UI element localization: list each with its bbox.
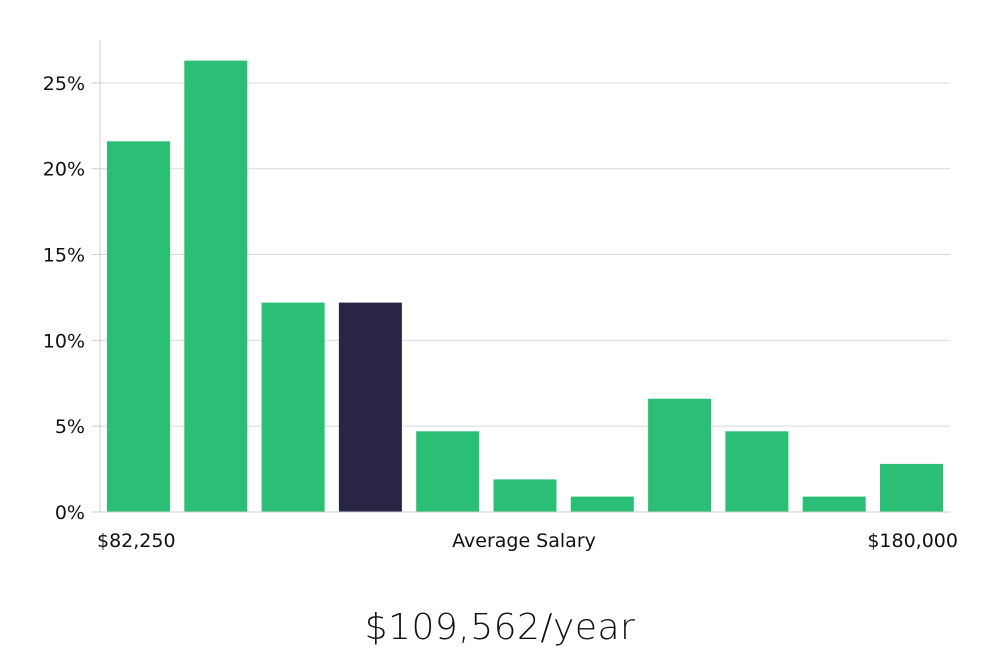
y-tick-label: 25% [43, 73, 85, 95]
bar [107, 141, 170, 513]
y-tick-label: 20% [43, 159, 85, 181]
bar-highlighted [338, 302, 402, 512]
bar [725, 431, 789, 512]
y-tick-labels: 0% 5% 10% 15% 20% 25% [43, 73, 100, 524]
x-center-label: Average Salary [452, 530, 596, 552]
bar [570, 496, 634, 512]
axes [99, 40, 950, 513]
bar [648, 398, 712, 512]
y-tick-label: 0% [55, 502, 85, 524]
bar [493, 479, 557, 512]
y-tick-label: 10% [43, 330, 85, 352]
bar [184, 60, 248, 512]
y-tick-label: 5% [55, 416, 85, 438]
x-axis-labels: $82,250 Average Salary $180,000 [97, 530, 958, 552]
bar [416, 431, 480, 512]
histogram-svg: 0% 5% 10% 15% 20% 25% $82,250 Average Salary … [43, 40, 958, 552]
bar [261, 302, 325, 512]
average-salary-value: $109,562/year [364, 607, 636, 648]
bars [107, 60, 943, 513]
x-max-label: $180,000 [867, 530, 958, 552]
bar [802, 496, 866, 512]
y-tick-label: 15% [43, 245, 85, 267]
salary-histogram: 0% 5% 10% 15% 20% 25% $82,250 Average Salary … [43, 40, 958, 552]
bar [880, 463, 943, 512]
x-min-label: $82,250 [97, 530, 176, 552]
